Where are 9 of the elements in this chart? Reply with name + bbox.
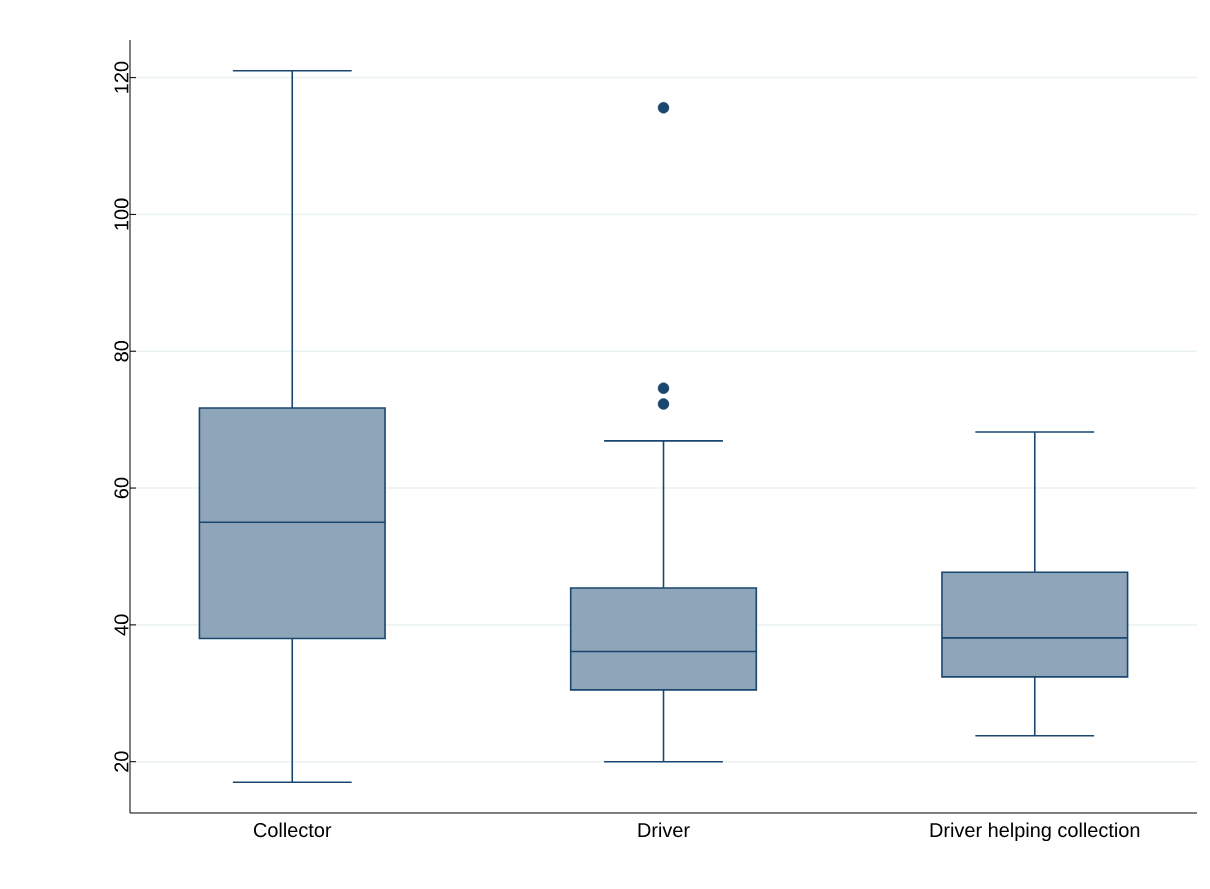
y-tick-label: 120 — [114, 61, 129, 93]
x-tick-label: Collector — [253, 822, 332, 838]
x-tick-label: Driver — [638, 822, 690, 838]
x-tick-label: Driver helping collection — [930, 822, 1140, 842]
y-tick-label: 40 — [114, 614, 129, 636]
y-tick-label: 60 — [114, 477, 129, 499]
y-tick-label: 100 — [114, 198, 129, 230]
y-tick-label: 80 — [114, 340, 129, 362]
y-tick-label: 20 — [114, 751, 129, 772]
